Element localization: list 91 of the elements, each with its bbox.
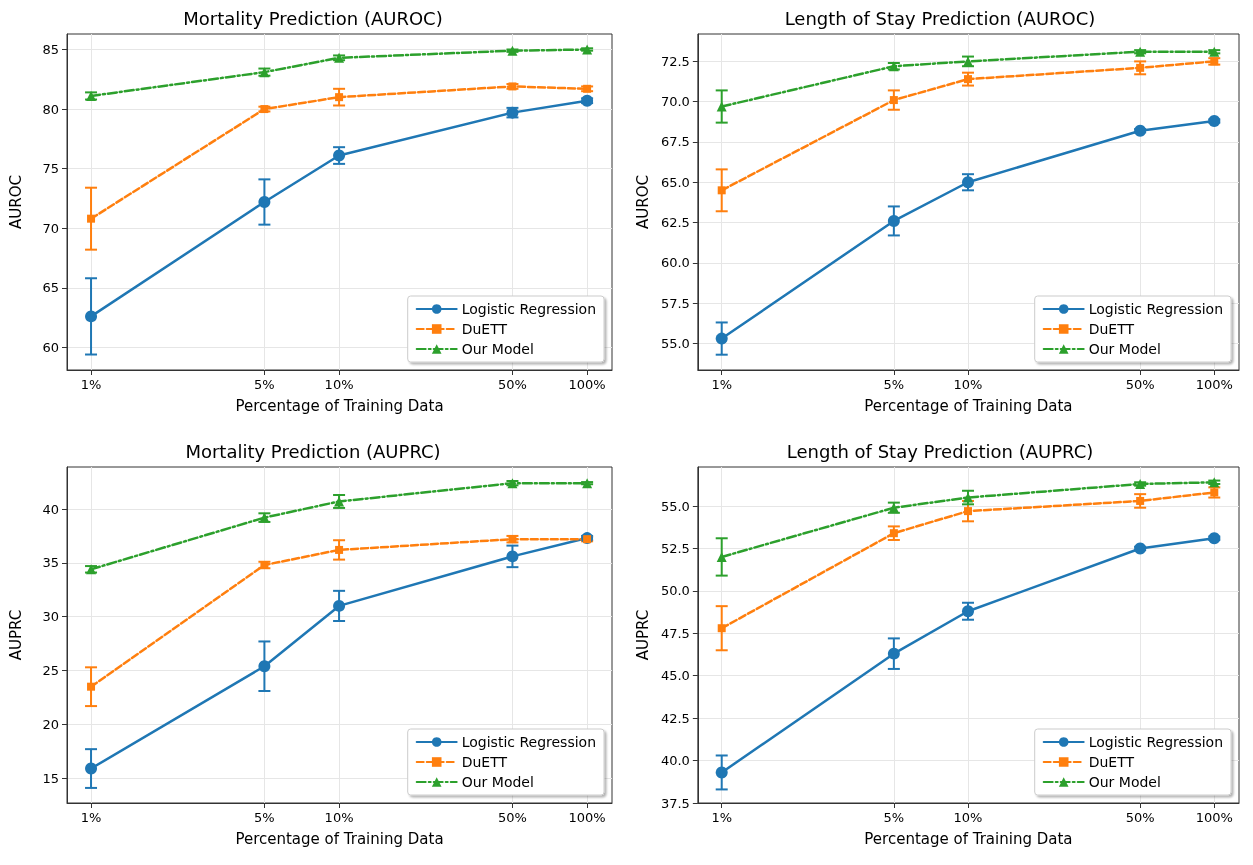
y-tick-label: 70 xyxy=(42,220,59,236)
x-tick-label: 1% xyxy=(80,810,102,825)
point xyxy=(87,214,96,223)
y-tick-label: 35 xyxy=(42,555,59,571)
y-tick-label: 62.5 xyxy=(660,215,690,231)
point xyxy=(717,186,726,195)
x-tick-label: 10% xyxy=(953,377,983,392)
point xyxy=(87,682,96,691)
y-tick-label: 45.0 xyxy=(660,668,690,684)
x-tick-label: 10% xyxy=(324,810,354,825)
x-tick-label: 10% xyxy=(324,377,354,392)
y-tick-label: 47.5 xyxy=(660,625,690,641)
legend-label: Our Model xyxy=(1088,774,1161,790)
x-tick-label: 50% xyxy=(497,377,527,392)
y-tick-label: 25 xyxy=(42,663,59,679)
point xyxy=(582,478,593,489)
x-tick-label: 50% xyxy=(1125,810,1155,825)
y-tick-label: 65.0 xyxy=(660,174,690,190)
legend-label: DuETT xyxy=(1088,321,1135,337)
y-axis-title: AUPRC xyxy=(6,609,25,661)
y-axis-title: AUROC xyxy=(633,175,652,229)
y-tick-label: 85 xyxy=(42,41,59,57)
y-tick-label: 60.0 xyxy=(660,255,690,271)
legend-label: Logistic Regression xyxy=(461,734,596,750)
x-tick-label: 100% xyxy=(1195,810,1233,825)
y-tick-label: 80 xyxy=(42,101,59,117)
x-tick-label: 50% xyxy=(497,810,527,825)
x-tick-label: 1% xyxy=(711,810,733,825)
point xyxy=(715,332,728,345)
y-tick-label: 75 xyxy=(42,161,59,177)
y-tick-label: 15 xyxy=(42,770,59,786)
x-tick-label: 100% xyxy=(1195,377,1233,392)
x-tick-label: 100% xyxy=(568,377,606,392)
x-axis-title: Percentage of Training Data xyxy=(864,396,1073,415)
x-tick-label: 100% xyxy=(568,810,606,825)
legend-label: DuETT xyxy=(461,321,508,337)
legend-label: Logistic Regression xyxy=(461,301,596,317)
y-tick-label: 72.5 xyxy=(660,53,690,69)
y-axis-title: AUPRC xyxy=(633,609,652,661)
point xyxy=(964,75,972,84)
x-tick-label: 5% xyxy=(254,810,275,825)
legend-label: Logistic Regression xyxy=(1088,301,1223,317)
point xyxy=(716,101,727,112)
point xyxy=(582,44,593,55)
y-tick-label: 55.0 xyxy=(660,335,690,351)
x-tick-label: 5% xyxy=(254,377,275,392)
y-tick-label: 70.0 xyxy=(660,94,690,110)
point xyxy=(715,766,728,779)
point xyxy=(85,310,98,323)
legend-label: Our Model xyxy=(1088,341,1161,357)
y-tick-label: 37.5 xyxy=(660,795,690,811)
point xyxy=(335,93,344,102)
chart-title: Mortality Prediction (AUPRC) xyxy=(185,440,441,462)
x-axis-title: Percentage of Training Data xyxy=(864,829,1073,848)
legend-label: DuETT xyxy=(461,754,508,770)
y-tick-label: 30 xyxy=(42,609,59,625)
y-tick-label: 57.5 xyxy=(660,295,690,311)
y-tick-label: 60 xyxy=(42,339,59,355)
x-tick-label: 5% xyxy=(883,810,905,825)
y-axis-title: AUROC xyxy=(6,175,25,229)
legend-label: Our Model xyxy=(461,774,534,790)
y-tick-label: 42.5 xyxy=(660,710,690,726)
y-tick-label: 52.5 xyxy=(660,540,690,556)
y-tick-label: 55.0 xyxy=(660,498,690,514)
y-tick-label: 20 xyxy=(42,716,59,732)
y-tick-label: 40.0 xyxy=(660,753,690,769)
point xyxy=(717,624,726,633)
y-tick-label: 40 xyxy=(42,501,59,517)
y-tick-label: 50.0 xyxy=(660,583,690,599)
x-tick-label: 50% xyxy=(1125,377,1155,392)
x-axis-title: Percentage of Training Data xyxy=(235,396,444,415)
point xyxy=(1209,477,1220,488)
chart-title: Mortality Prediction (AUROC) xyxy=(183,7,443,29)
point xyxy=(335,545,344,554)
point xyxy=(964,507,972,516)
chart-title: Length of Stay Prediction (AUPRC) xyxy=(786,440,1094,462)
point xyxy=(1209,46,1220,57)
y-tick-label: 67.5 xyxy=(660,134,690,150)
legend-label: Logistic Regression xyxy=(1088,734,1223,750)
chart-title: Length of Stay Prediction (AUROC) xyxy=(784,7,1096,29)
x-tick-label: 5% xyxy=(883,377,905,392)
legend-label: DuETT xyxy=(1088,754,1135,770)
x-axis-title: Percentage of Training Data xyxy=(235,829,444,848)
point xyxy=(333,599,346,612)
point xyxy=(962,605,974,618)
legend-label: Our Model xyxy=(461,341,534,357)
x-tick-label: 1% xyxy=(711,377,733,392)
y-tick-label: 65 xyxy=(42,280,59,296)
point xyxy=(85,762,98,775)
x-tick-label: 1% xyxy=(80,377,102,392)
x-tick-label: 10% xyxy=(953,810,983,825)
